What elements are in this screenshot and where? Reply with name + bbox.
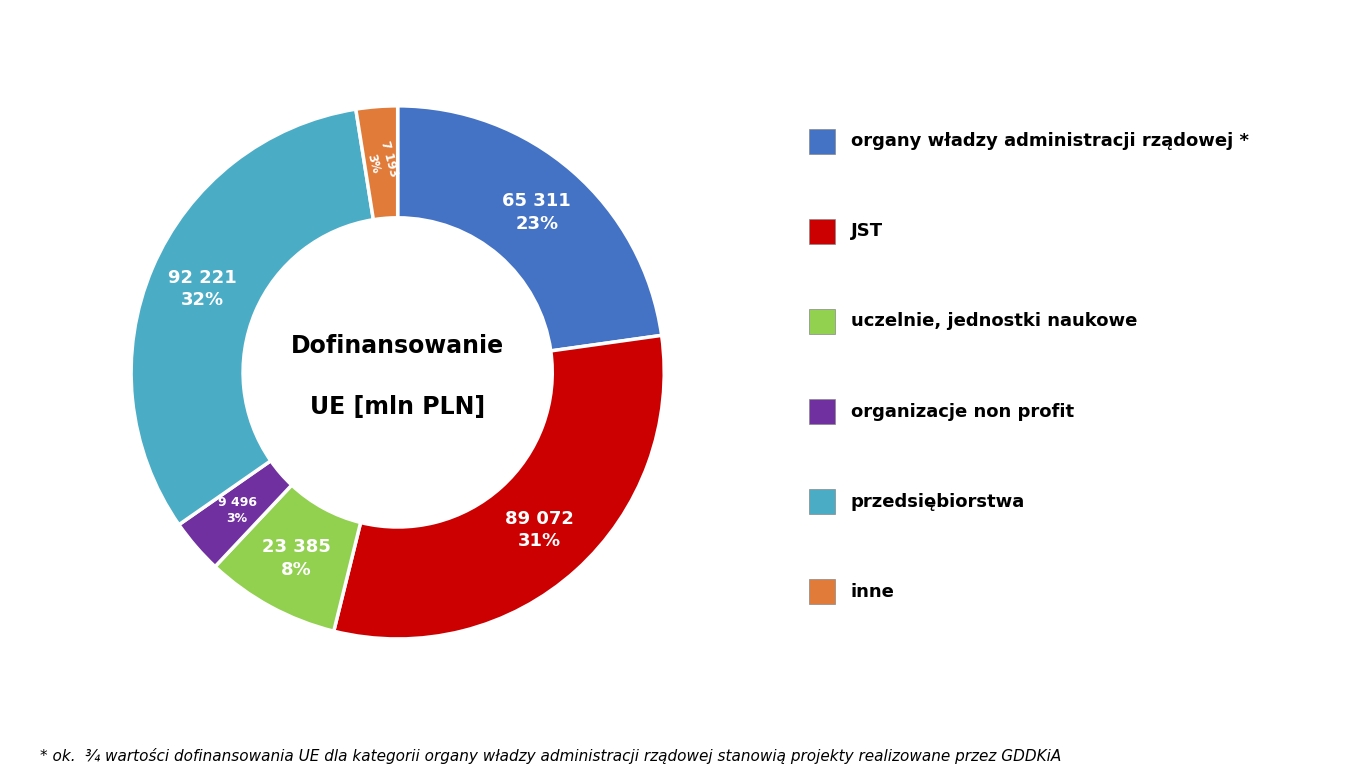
Text: 92 221
32%: 92 221 32% <box>168 269 237 310</box>
Text: inne: inne <box>851 583 895 601</box>
Wedge shape <box>334 336 665 639</box>
Text: Dofinansowanie: Dofinansowanie <box>291 334 504 358</box>
Wedge shape <box>356 106 398 220</box>
Wedge shape <box>131 109 373 524</box>
Wedge shape <box>216 485 361 631</box>
Text: organizacje non profit: organizacje non profit <box>851 403 1074 420</box>
Text: przedsiębiorstwa: przedsiębiorstwa <box>851 493 1024 510</box>
Text: 7 193
3%: 7 193 3% <box>363 140 400 183</box>
Wedge shape <box>398 106 662 351</box>
Text: 65 311
23%: 65 311 23% <box>503 192 572 233</box>
Text: 9 496
3%: 9 496 3% <box>218 496 256 525</box>
Text: uczelnie, jednostki naukowe: uczelnie, jednostki naukowe <box>851 313 1138 330</box>
Wedge shape <box>179 461 291 567</box>
Text: UE [mln PLN]: UE [mln PLN] <box>310 395 485 419</box>
Text: 23 385
8%: 23 385 8% <box>262 539 330 579</box>
Text: organy władzy administracji rządowej *: organy władzy administracji rządowej * <box>851 132 1248 150</box>
Text: 89 072
31%: 89 072 31% <box>506 510 574 550</box>
Text: JST: JST <box>851 223 883 240</box>
Text: * ok.  ¾ wartości dofinansowania UE dla kategorii organy władzy administracji rz: * ok. ¾ wartości dofinansowania UE dla k… <box>40 749 1062 764</box>
